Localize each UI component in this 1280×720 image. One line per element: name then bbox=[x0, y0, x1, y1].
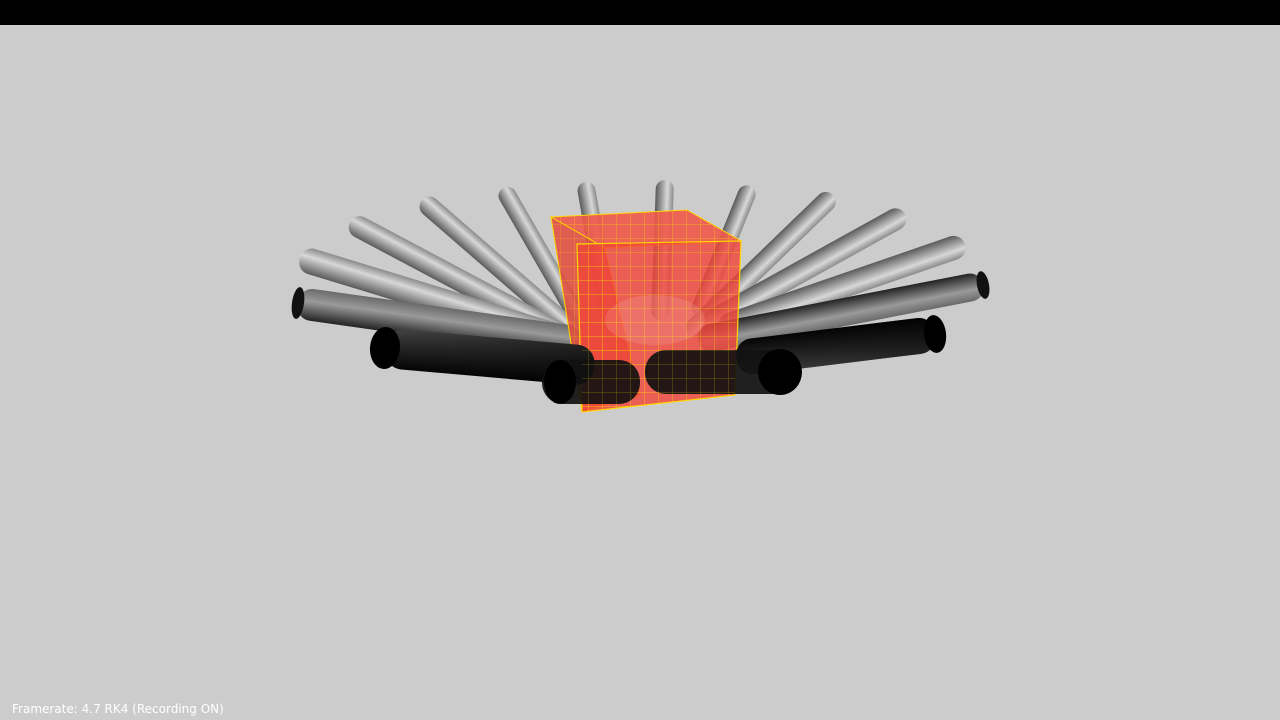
title-bar bbox=[0, 0, 1280, 25]
tube bbox=[369, 327, 595, 385]
3d-viewport[interactable] bbox=[0, 25, 1280, 720]
tube-group-front bbox=[369, 315, 947, 412]
tube bbox=[702, 208, 907, 332]
tube bbox=[419, 196, 583, 342]
tube bbox=[697, 271, 990, 352]
framerate-status-text: Framerate: 4.7 RK4 (Recording ON) bbox=[12, 702, 224, 716]
